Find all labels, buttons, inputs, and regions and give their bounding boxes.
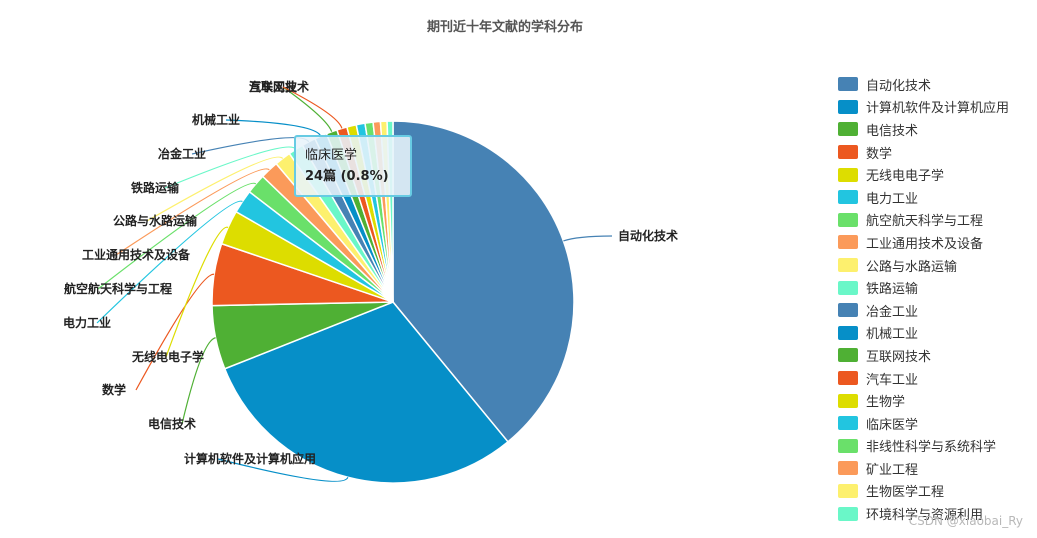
slice-label: 数学 — [102, 382, 126, 397]
legend-swatch — [838, 235, 858, 250]
legend-label: 电力工业 — [866, 191, 919, 207]
legend-item[interactable]: 航空航天科学与工程 — [838, 209, 1037, 232]
legend-item[interactable]: 生物学 — [838, 389, 1037, 412]
slice-label: 航空航天科学与工程 — [64, 281, 172, 296]
legend-label: 冶金工业 — [866, 304, 919, 320]
label-leader-line — [164, 146, 297, 189]
legend: 自动化技术计算机软件及计算机应用 电信技术数学无线电电子学 电力工业航空航天科学与工… — [838, 73, 1037, 525]
legend-label: 自动化技术 — [866, 78, 932, 94]
legend-label: 机械工业 — [866, 327, 919, 343]
legend-swatch — [838, 77, 858, 92]
legend-swatch — [838, 303, 858, 318]
tooltip-name: 临床医学 — [305, 148, 358, 163]
legend-swatch — [838, 371, 858, 386]
legend-swatch — [838, 325, 858, 340]
legend-label: 临床医学 — [866, 417, 919, 433]
legend-label: 生物医学工程 — [866, 485, 945, 501]
legend-label: 矿业工程 — [866, 462, 919, 478]
label-leader-line — [225, 119, 322, 137]
legend-swatch — [838, 212, 858, 227]
pie-slice[interactable] — [223, 301, 509, 484]
label-leader-line — [563, 235, 613, 242]
legend-item[interactable]: 无线电电子学 — [838, 163, 1037, 186]
legend-item[interactable]: 铁路运输 — [838, 276, 1037, 299]
tooltip-value: 24篇 (0.8%) — [305, 169, 389, 184]
slice-label: 公路与水路运输 — [113, 213, 198, 228]
label-leader-line — [217, 458, 349, 482]
legend-item[interactable]: 机械工业 — [838, 322, 1037, 345]
legend-swatch — [838, 438, 858, 453]
legend-swatch — [838, 122, 858, 137]
label-leader-line — [146, 156, 284, 222]
legend-swatch — [838, 461, 858, 476]
watermark: CSDN @xiaobai_Ry — [908, 514, 1023, 528]
legend-item[interactable]: 公路与水路运输 — [838, 254, 1037, 277]
legend-label: 工业通用技术及设备 — [866, 236, 984, 252]
legend-label: 公路与水路运输 — [866, 259, 958, 275]
legend-swatch — [838, 280, 858, 295]
legend-item[interactable]: 数学 — [838, 141, 1037, 164]
pie-slice[interactable] — [392, 120, 575, 443]
slice-label: 无线电电子学 — [131, 349, 204, 364]
label-leader-line — [135, 273, 215, 391]
label-leader-line — [97, 182, 257, 290]
legend-item[interactable]: 临床医学 — [838, 412, 1037, 435]
legend-label: 数学 — [866, 146, 893, 162]
legend-item[interactable]: 非线性科学与系统科学 — [838, 435, 1037, 458]
legend-label: 铁路运输 — [866, 282, 919, 298]
slice-label: 机械工业 — [192, 112, 240, 127]
label-leader-line — [115, 168, 270, 256]
legend-label: 互联网技术 — [866, 349, 932, 365]
legend-swatch — [838, 506, 858, 521]
legend-label: 计算机软件及计算机应用 — [866, 101, 1010, 117]
legend-swatch — [838, 190, 858, 205]
legend-item[interactable]: 工业通用技术及设备 — [838, 231, 1037, 254]
legend-item[interactable]: 环境科学与资源利用 — [838, 502, 1037, 525]
slice-label: 电信技术 — [148, 416, 196, 431]
legend-item[interactable]: 生物医学工程 — [838, 480, 1037, 503]
legend-swatch — [838, 483, 858, 498]
legend-item[interactable]: 电力工业 — [838, 186, 1037, 209]
legend-swatch — [838, 393, 858, 408]
chart-title: 期刊近十年文献的学科分布 — [426, 20, 583, 35]
legend-swatch — [838, 145, 858, 160]
slice-label: 自动化技术 — [618, 228, 678, 243]
slice-label: 铁路运输 — [131, 180, 180, 195]
legend-item[interactable]: 矿业工程 — [838, 457, 1037, 480]
label-leader-line — [282, 86, 343, 129]
slice-label: 计算机软件及计算机应用 — [184, 451, 316, 466]
slice-label: 冶金工业 — [158, 146, 206, 161]
slice-label: 电力工业 — [63, 315, 111, 330]
legend-item[interactable]: 电信技术 — [838, 118, 1037, 141]
legend-item[interactable]: 汽车工业 — [838, 367, 1037, 390]
label-leader-line — [165, 226, 229, 358]
slice-label: 工业通用技术及设备 — [82, 247, 191, 262]
legend-label: 汽车工业 — [866, 372, 919, 388]
legend-label: 生物学 — [866, 395, 906, 411]
label-leader-line — [96, 200, 243, 324]
slice-label: 互联网技术 — [249, 79, 309, 94]
legend-label: 无线电电子学 — [866, 169, 945, 185]
label-leader-line — [282, 86, 333, 132]
tooltip: 临床医学 24篇 (0.8%) — [294, 135, 412, 197]
legend-swatch — [838, 416, 858, 431]
legend-label: 环境科学与资源利用 — [866, 508, 984, 524]
legend-swatch — [838, 348, 858, 363]
legend-label: 非线性科学与系统科学 — [866, 440, 997, 456]
legend-item[interactable]: 冶金工业 — [838, 299, 1037, 322]
legend-swatch — [838, 258, 858, 273]
legend-label: 电信技术 — [866, 123, 919, 139]
slice-label: 汽车工业 — [249, 79, 297, 94]
legend-swatch — [838, 99, 858, 114]
legend-label: 航空航天科学与工程 — [866, 214, 984, 230]
legend-item[interactable]: 互联网技术 — [838, 344, 1037, 367]
label-leader-line — [181, 337, 216, 425]
legend-item[interactable]: 自动化技术 — [838, 73, 1037, 96]
legend-item[interactable]: 计算机软件及计算机应用 — [838, 96, 1037, 119]
legend-swatch — [838, 167, 858, 182]
